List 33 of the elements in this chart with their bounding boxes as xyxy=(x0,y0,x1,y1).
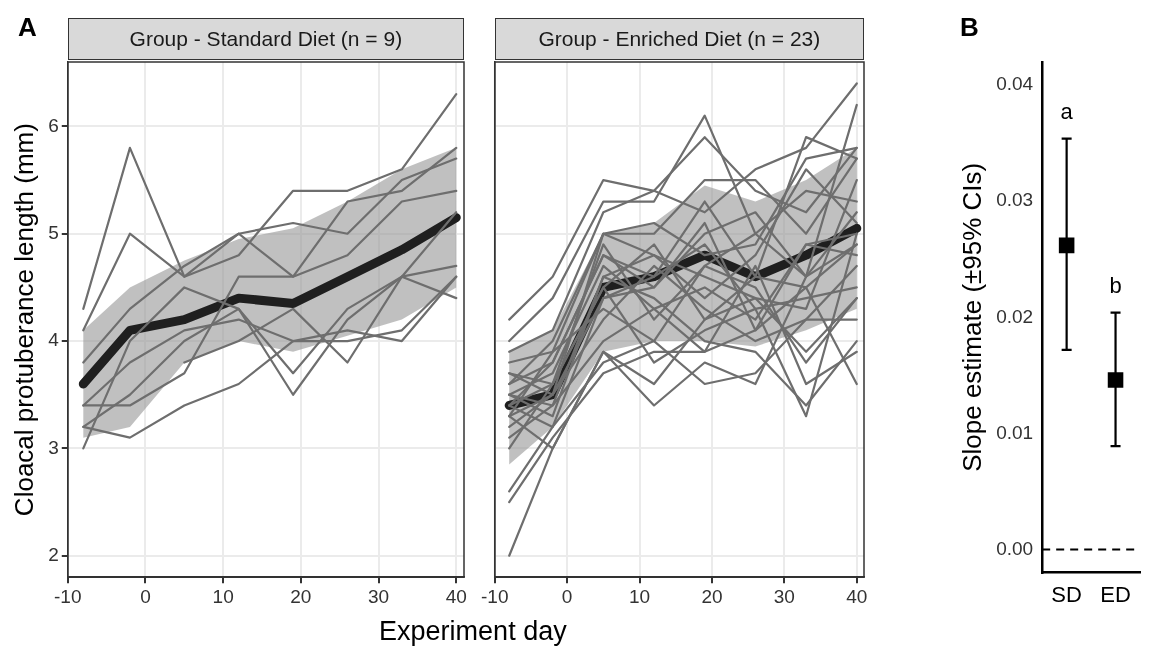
y-tick-label: 0.01 xyxy=(996,421,1034,443)
x-tick-label: -10 xyxy=(481,585,509,607)
x-tick-label: 30 xyxy=(367,585,390,607)
x-axis-title: Experiment day xyxy=(378,616,568,647)
x-tick-label: ED xyxy=(1100,581,1131,607)
x-tick-label: 20 xyxy=(701,585,723,607)
y-tick-label: 0.00 xyxy=(996,537,1034,559)
x-tick-label: 10 xyxy=(212,585,234,607)
x-tick-label: -10 xyxy=(54,585,82,607)
x-tick-label: 20 xyxy=(290,585,312,607)
y-axis-title: Cloacal protuberance length (mm) xyxy=(8,123,39,517)
y-tick-label: 0.04 xyxy=(996,73,1034,95)
y-tick-label: 2 xyxy=(48,543,59,565)
y-tick-label: 0.03 xyxy=(996,189,1034,211)
y-tick-label: 4 xyxy=(48,329,60,351)
y-tick-label: 0.02 xyxy=(996,305,1034,327)
text: A xyxy=(18,12,37,43)
x-tick-label: 0 xyxy=(561,585,573,607)
annotation: a xyxy=(1060,98,1074,124)
text: B xyxy=(960,12,979,43)
x-tick-label: 30 xyxy=(773,585,795,607)
x-tick-label: 0 xyxy=(140,585,151,607)
chart-title: Group - Enriched Diet (n = 23) xyxy=(494,18,864,60)
y-tick-label: 6 xyxy=(48,114,59,136)
chart-title: Group - Standard Diet (n = 9) xyxy=(67,18,464,60)
y-axis-title: Slope estimate (±95% CIs) xyxy=(956,162,987,472)
y-tick-label: 3 xyxy=(48,436,59,458)
x-tick-label: 10 xyxy=(628,585,651,607)
x-tick-label: SD xyxy=(1051,581,1082,607)
annotation: b xyxy=(1109,272,1122,298)
y-tick-label: 5 xyxy=(48,221,59,243)
x-tick-label: 40 xyxy=(846,585,868,607)
x-tick-label: 40 xyxy=(445,585,467,607)
